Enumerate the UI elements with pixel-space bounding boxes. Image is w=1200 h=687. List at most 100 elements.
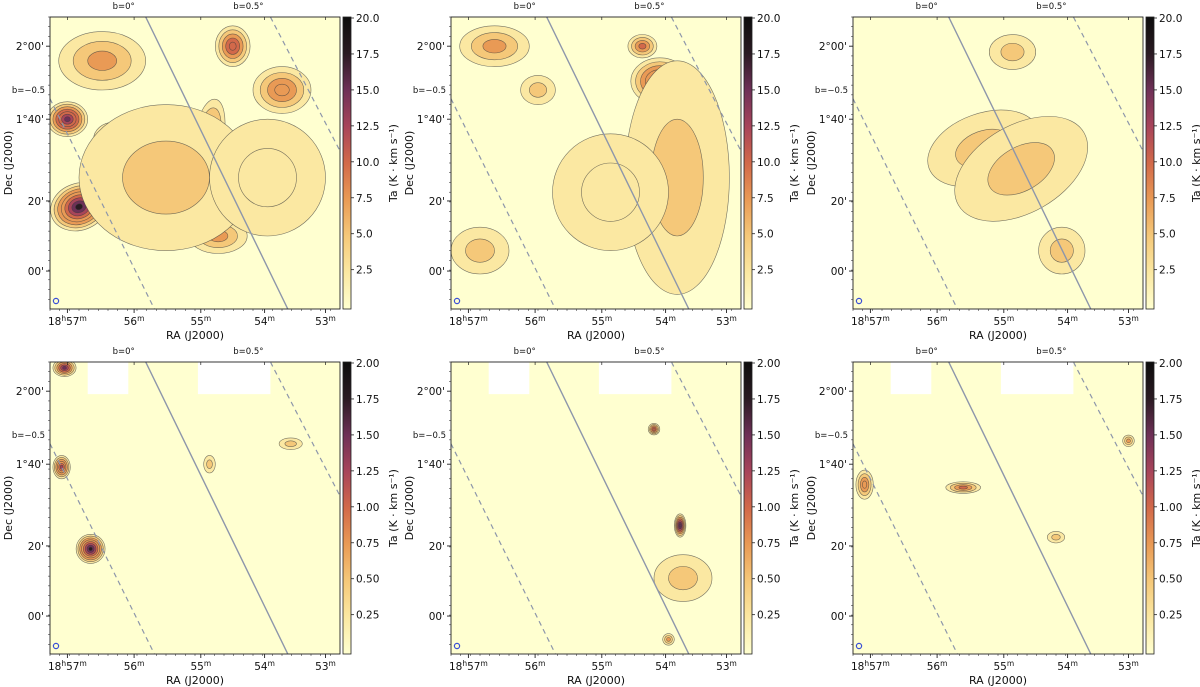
y-tick-label: 00' [28,611,44,623]
y-tick-label: 20' [831,196,847,208]
x-tick-label: 56m [124,659,145,673]
colorbar-tick-label: 0.50 [757,574,780,586]
emission-contour [75,203,83,211]
colorbar-tick-label: 5.0 [356,229,373,241]
emission-layer [451,362,741,654]
galactic-line-b0 [145,17,289,309]
x-tick-label: 18h57m [48,659,87,673]
x-axis-label: RA (J2000) [166,674,224,687]
emission-contour [88,546,93,551]
colorbar [1145,361,1155,655]
y-tick-label: 1°40' [16,459,44,471]
map-panel-top-left: 18h57m 56m 55m 54m 53m 2°00' 1°40' 20' 00' RA (J2… [2,2,400,342]
y-tick-label: 00' [28,266,44,278]
emission-contour [958,485,968,490]
colorbar [342,16,352,310]
emission-contour [228,41,237,51]
colorbar-tick-label: 2.5 [1159,265,1176,277]
x-tick-label: 56m [927,314,948,328]
y-tick-label: 1°40' [16,114,44,126]
x-tick-label: 55m [591,314,612,328]
x-tick-label: 18h57m [851,659,890,673]
x-tick-label: 18h57m [48,314,87,328]
map-background [451,362,741,654]
emission-contour [1126,438,1131,444]
y-tick-label: 00' [831,611,847,623]
colorbar-tick-label: 20.0 [356,13,379,25]
map-panel-bottom-left: 18h57m 56m 55m 54m 53m 2°00' 1°40' 20' 00' RA (J2… [2,347,400,687]
colorbar-tick-label: 2.00 [757,358,780,370]
galactic-label-bm05: b=−0.5 [12,431,45,441]
y-tick-label: 00' [429,266,445,278]
x-tick-label: 53m [315,314,336,328]
colorbar [1145,16,1155,310]
emission-contour [528,82,547,98]
colorbar-tick-label: 20.0 [1159,13,1182,25]
x-tick-label: 18h57m [449,659,488,673]
colorbar-tick-label: 0.50 [1159,574,1182,586]
colorbar-tick-label: 7.5 [757,193,774,205]
galactic-line-bm05 [853,443,958,654]
galactic-label-bm05: b=−0.5 [815,86,848,96]
colorbar-tick-label: 1.00 [356,502,379,514]
galactic-label-b0: b=0° [916,347,938,357]
colorbar-tick-label: 17.5 [1159,49,1182,61]
y-axis-label: Dec (J2000) [2,476,15,541]
colorbar-tick-label: 1.25 [356,466,379,478]
y-tick-label: 2°00' [417,41,445,53]
x-tick-label: 54m [1057,314,1078,328]
colorbar-tick-label: 17.5 [356,49,379,61]
colorbar-tick-label: 7.5 [1159,193,1176,205]
colorbar-tick-label: 1.25 [757,466,780,478]
emission-contour [652,427,656,431]
map-background [853,362,1143,654]
colorbar-tick-label: 7.5 [356,193,373,205]
x-tick-label: 18h57m [449,314,488,328]
galactic-label-bm05: b=−0.5 [12,86,45,96]
x-tick-label: 54m [254,314,275,328]
emission-layer [50,362,340,654]
galactic-label-b05: b=0.5° [634,347,664,357]
y-tick-label: 00' [429,611,445,623]
colorbar-tick-label: 15.0 [1159,85,1182,97]
emission-contour [238,148,297,208]
colorbar-tick-label: 0.75 [356,538,379,550]
galactic-line-bm05 [50,98,155,309]
blank-region [87,362,129,395]
y-axis-label: Dec (J2000) [403,131,416,196]
galactic-label-b05: b=0.5° [233,2,263,12]
x-tick-label: 54m [254,659,275,673]
emission-layer [853,362,1143,654]
colorbar-tick-label: 12.5 [1159,121,1182,133]
x-tick-label: 55m [993,314,1014,328]
galactic-label-bm05: b=−0.5 [413,431,446,441]
emission-contour [465,238,495,263]
x-tick-label: 55m [190,314,211,328]
colorbar-tick-label: 12.5 [757,121,780,133]
galactic-line-bm05 [50,443,155,654]
galactic-line-b0 [546,17,690,309]
blank-region [598,362,672,395]
x-tick-label: 56m [927,659,948,673]
colorbar-tick-label: 5.0 [1159,229,1176,241]
x-tick-label: 56m [525,659,546,673]
colorbar-tick-label: 10.0 [757,157,780,169]
galactic-line-b0 [546,362,690,654]
galactic-line-b0 [145,362,289,654]
y-tick-label: 2°00' [16,41,44,53]
y-tick-label: 20' [429,541,445,553]
y-tick-label: 1°40' [417,459,445,471]
y-axis-label: Dec (J2000) [2,131,15,196]
beam-icon [855,297,863,305]
colorbar-tick-label: 2.5 [757,265,774,277]
x-axis-label: RA (J2000) [969,329,1027,342]
y-tick-label: 1°40' [819,459,847,471]
emission-contour [122,140,210,215]
colorbar-tick-label: 0.25 [757,610,780,622]
colorbar-tick-label: 1.75 [356,394,379,406]
blank-region [1000,362,1074,395]
galactic-line-bm05 [451,443,556,654]
x-tick-label: 53m [716,659,737,673]
beam-icon [855,642,863,650]
map-panel-top-middle: 18h57m 56m 55m 54m 53m 2°00' 1°40' 20' 00' RA (J2… [403,2,801,342]
